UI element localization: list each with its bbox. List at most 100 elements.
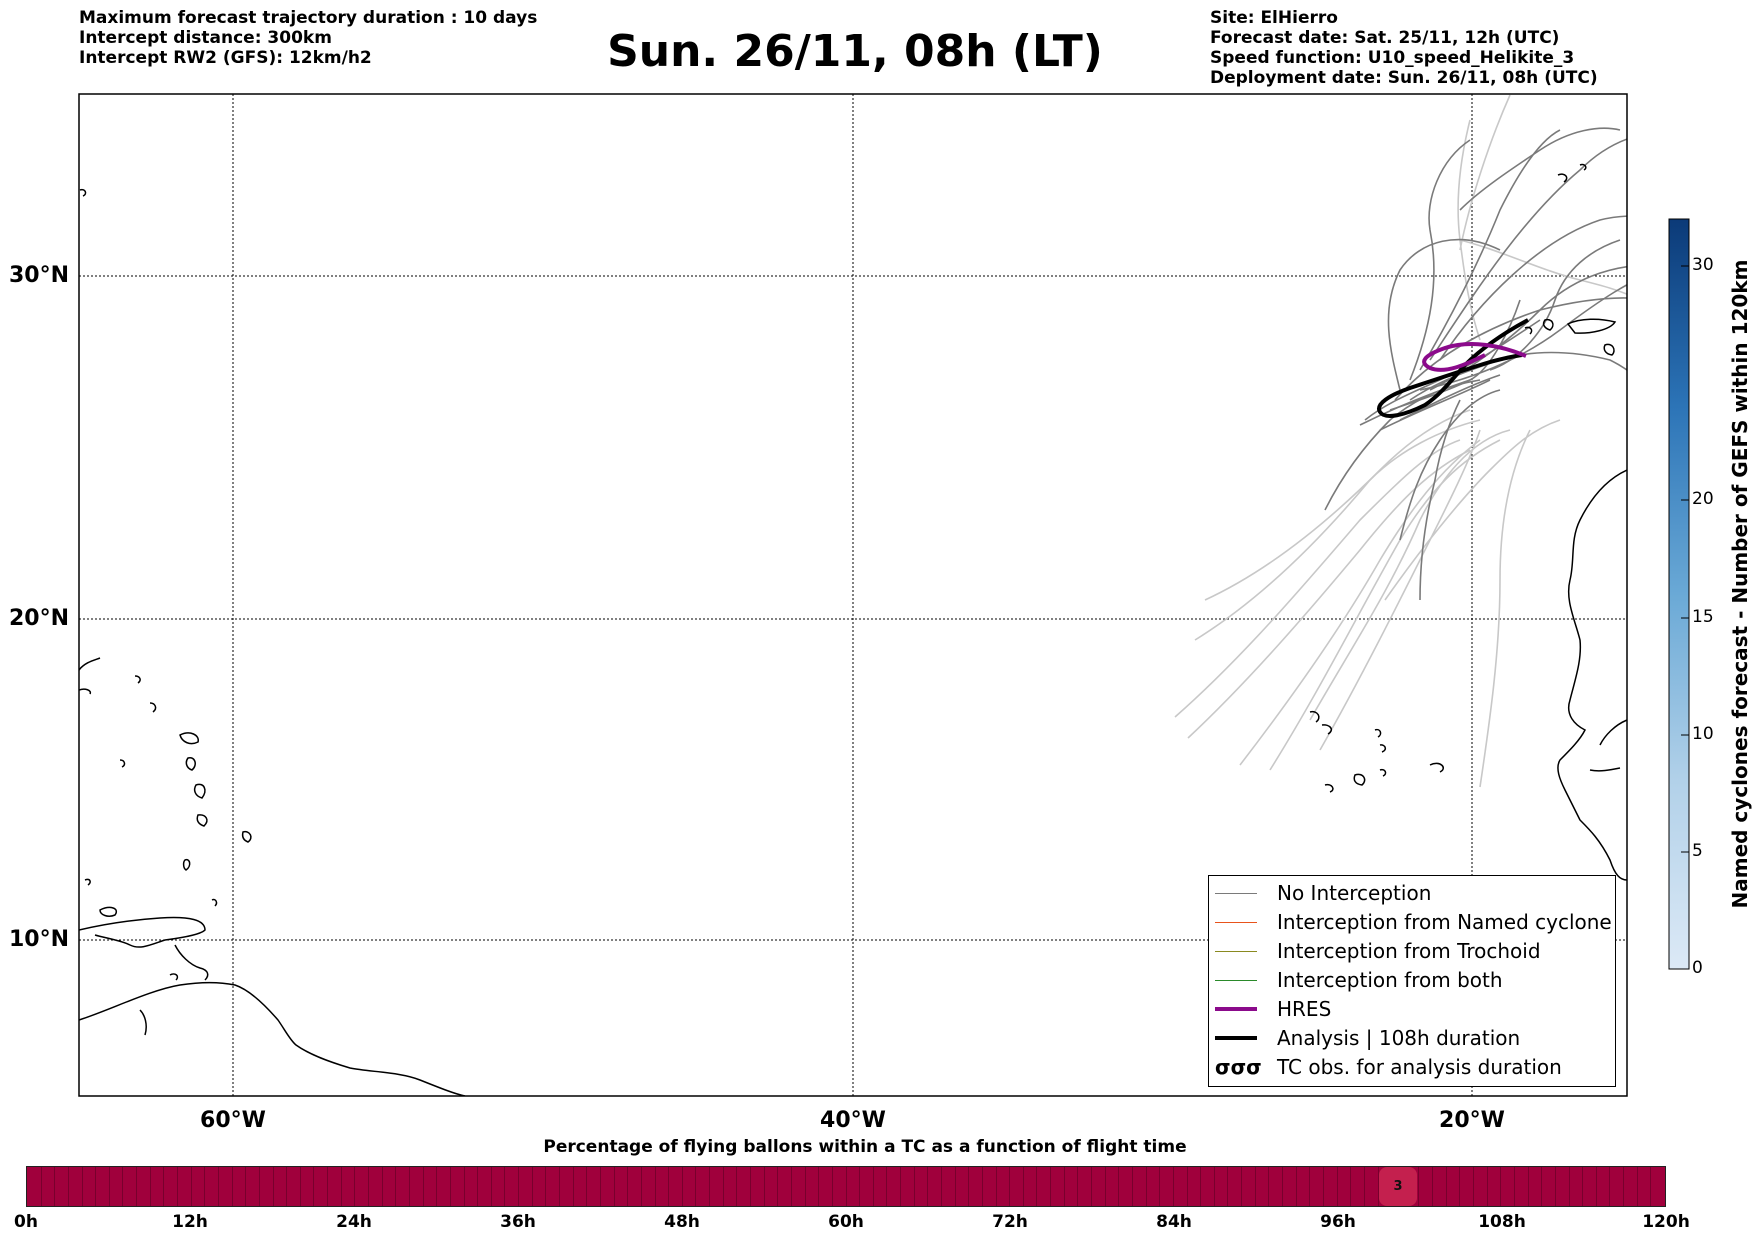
timebar-cell-divider <box>1486 1167 1488 1206</box>
legend-item-both: Interception from both <box>1215 966 1503 994</box>
timebar-tick: 48h <box>664 1212 700 1232</box>
timebar-cell-divider <box>231 1167 233 1206</box>
timebar-cell-divider <box>217 1167 219 1206</box>
colorbar-tick-label: 0 <box>1692 958 1703 978</box>
timebar-cell-divider <box>900 1167 902 1206</box>
timebar-tick: 24h <box>336 1212 372 1232</box>
timebar-cell-divider <box>81 1167 83 1206</box>
timebar-cell-divider <box>1336 1167 1338 1206</box>
header-left-info: Maximum forecast trajectory duration : 1… <box>79 8 537 68</box>
timebar-cell-divider <box>627 1167 629 1206</box>
timebar-tick: 12h <box>172 1212 208 1232</box>
timebar-cell-divider <box>1104 1167 1106 1206</box>
legend-item-no-interception: No Interception <box>1215 879 1431 907</box>
colorbar-ticks <box>1681 265 1689 970</box>
timebar-cell-divider <box>463 1167 465 1206</box>
no-interception-trajectories <box>1324 127 1627 601</box>
timebar-cell-divider <box>1063 1167 1065 1206</box>
lon-label-20w: 20°W <box>1439 1108 1505 1133</box>
timebar-cell-divider <box>272 1167 274 1206</box>
colorbar-fill <box>1668 218 1690 970</box>
legend-item-trochoid: Interception from Trochoid <box>1215 937 1541 965</box>
timebar-cell-divider <box>1077 1167 1079 1206</box>
timebar-cell-divider <box>722 1167 724 1206</box>
timebar-cell-divider <box>790 1167 792 1206</box>
timebar-cell-divider <box>695 1167 697 1206</box>
timebar-cell-divider <box>1582 1167 1584 1206</box>
timebar-cell-divider <box>586 1167 588 1206</box>
timebar-cell-divider <box>981 1167 983 1206</box>
tc-symbol-icon: σσσ <box>1215 1055 1262 1079</box>
timebar-cell-divider <box>313 1167 315 1206</box>
timebar-cell-divider <box>709 1167 711 1206</box>
timebar-cell-divider <box>531 1167 533 1206</box>
timebar-cell-divider <box>1022 1167 1024 1206</box>
legend-label: Analysis | 108h duration <box>1277 1026 1521 1050</box>
coastline-caribbean <box>79 657 466 1096</box>
timebar-cell-divider <box>750 1167 751 1206</box>
timebar-cell-divider <box>968 1167 970 1206</box>
timebar-cell-divider <box>818 1167 820 1206</box>
timebar-cell-divider <box>1459 1167 1461 1206</box>
map-legend: No Interception Interception from Named … <box>1208 875 1616 1087</box>
intercept-distance-text: Intercept distance: 300km <box>79 28 332 48</box>
timebar-cell-divider <box>40 1167 42 1206</box>
timebar-cell-divider <box>163 1167 165 1206</box>
map-frame <box>78 93 1628 1097</box>
timebar-cell-divider <box>1541 1167 1543 1206</box>
timebar-cell-divider <box>736 1167 738 1206</box>
timebar-cell-divider <box>804 1167 806 1206</box>
timebar-cell-divider <box>67 1167 69 1206</box>
timebar-cell-divider <box>954 1167 956 1206</box>
timebar-cell-divider <box>490 1167 492 1206</box>
intercept-rw2-text: Intercept RW2 (GFS): 12km/h2 <box>79 48 372 68</box>
header-right-info: Site: ElHierro Forecast date: Sat. 25/11… <box>1210 8 1598 88</box>
timebar-cell-divider <box>1500 1167 1502 1206</box>
timebar-cell-divider <box>504 1167 506 1206</box>
timebar-cell-divider <box>381 1167 383 1206</box>
colorbar-tick-label: 10 <box>1692 724 1714 744</box>
timebar-cell-divider <box>681 1167 683 1206</box>
timebar-cell-divider <box>559 1167 561 1206</box>
legend-item-tc-obs: σσσ TC obs. for analysis duration <box>1215 1053 1562 1081</box>
lon-label-40w: 40°W <box>820 1108 886 1133</box>
max-duration-text: Maximum forecast trajectory duration : 1… <box>79 8 538 28</box>
legend-label: Interception from Trochoid <box>1277 939 1541 963</box>
timebar-cell-divider <box>122 1167 124 1206</box>
lon-label-60w: 60°W <box>200 1108 266 1133</box>
timebar-cell-divider <box>668 1167 670 1206</box>
timebar-tick: 108h <box>1478 1212 1526 1232</box>
timebar-cell-divider <box>995 1167 997 1206</box>
timebar-cell-divider <box>1432 1167 1434 1206</box>
timebar-cell-divider <box>1118 1167 1120 1206</box>
timebar-cell-divider <box>1650 1167 1652 1206</box>
timebar-cell-divider <box>354 1167 356 1206</box>
timebar-tick: 72h <box>992 1212 1028 1232</box>
colorbar-title: Named cyclones forecast - Number of GEFS… <box>1728 259 1752 909</box>
legend-item-named-cyclone: Interception from Named cyclone <box>1215 908 1612 936</box>
timebar-cell-divider <box>1527 1167 1529 1206</box>
timebar-cell-divider <box>1418 1167 1420 1206</box>
lat-label-20n: 20°N <box>9 606 70 631</box>
timebar-cell-divider <box>1609 1167 1611 1206</box>
timebar-cell-divider <box>572 1167 574 1206</box>
ensemble-trajectories-light <box>1174 94 1627 788</box>
timebar-cell-divider <box>640 1167 642 1206</box>
timebar-cell-divider <box>1513 1167 1515 1206</box>
timebar-cell-divider <box>327 1167 329 1206</box>
timebar-cell-divider <box>149 1167 151 1206</box>
legend-label: TC obs. for analysis duration <box>1277 1055 1562 1079</box>
timebar-cell-divider <box>845 1167 847 1206</box>
timebar-cell-divider <box>1568 1167 1570 1206</box>
timebar-cell-divider <box>258 1167 260 1206</box>
timebar-cell-divider <box>1309 1167 1311 1206</box>
timebar-tick: 36h <box>500 1212 536 1232</box>
timebar-cell-divider <box>518 1167 520 1206</box>
coastline-africa <box>79 163 1627 881</box>
timebar-cell-divider <box>136 1167 138 1206</box>
timebar-cell-divider <box>763 1167 765 1206</box>
legend-swatch <box>1215 921 1257 923</box>
timebar-cell-divider <box>654 1167 656 1206</box>
timebar-cell-divider <box>1186 1167 1188 1206</box>
timebar-cell-divider <box>599 1167 601 1206</box>
